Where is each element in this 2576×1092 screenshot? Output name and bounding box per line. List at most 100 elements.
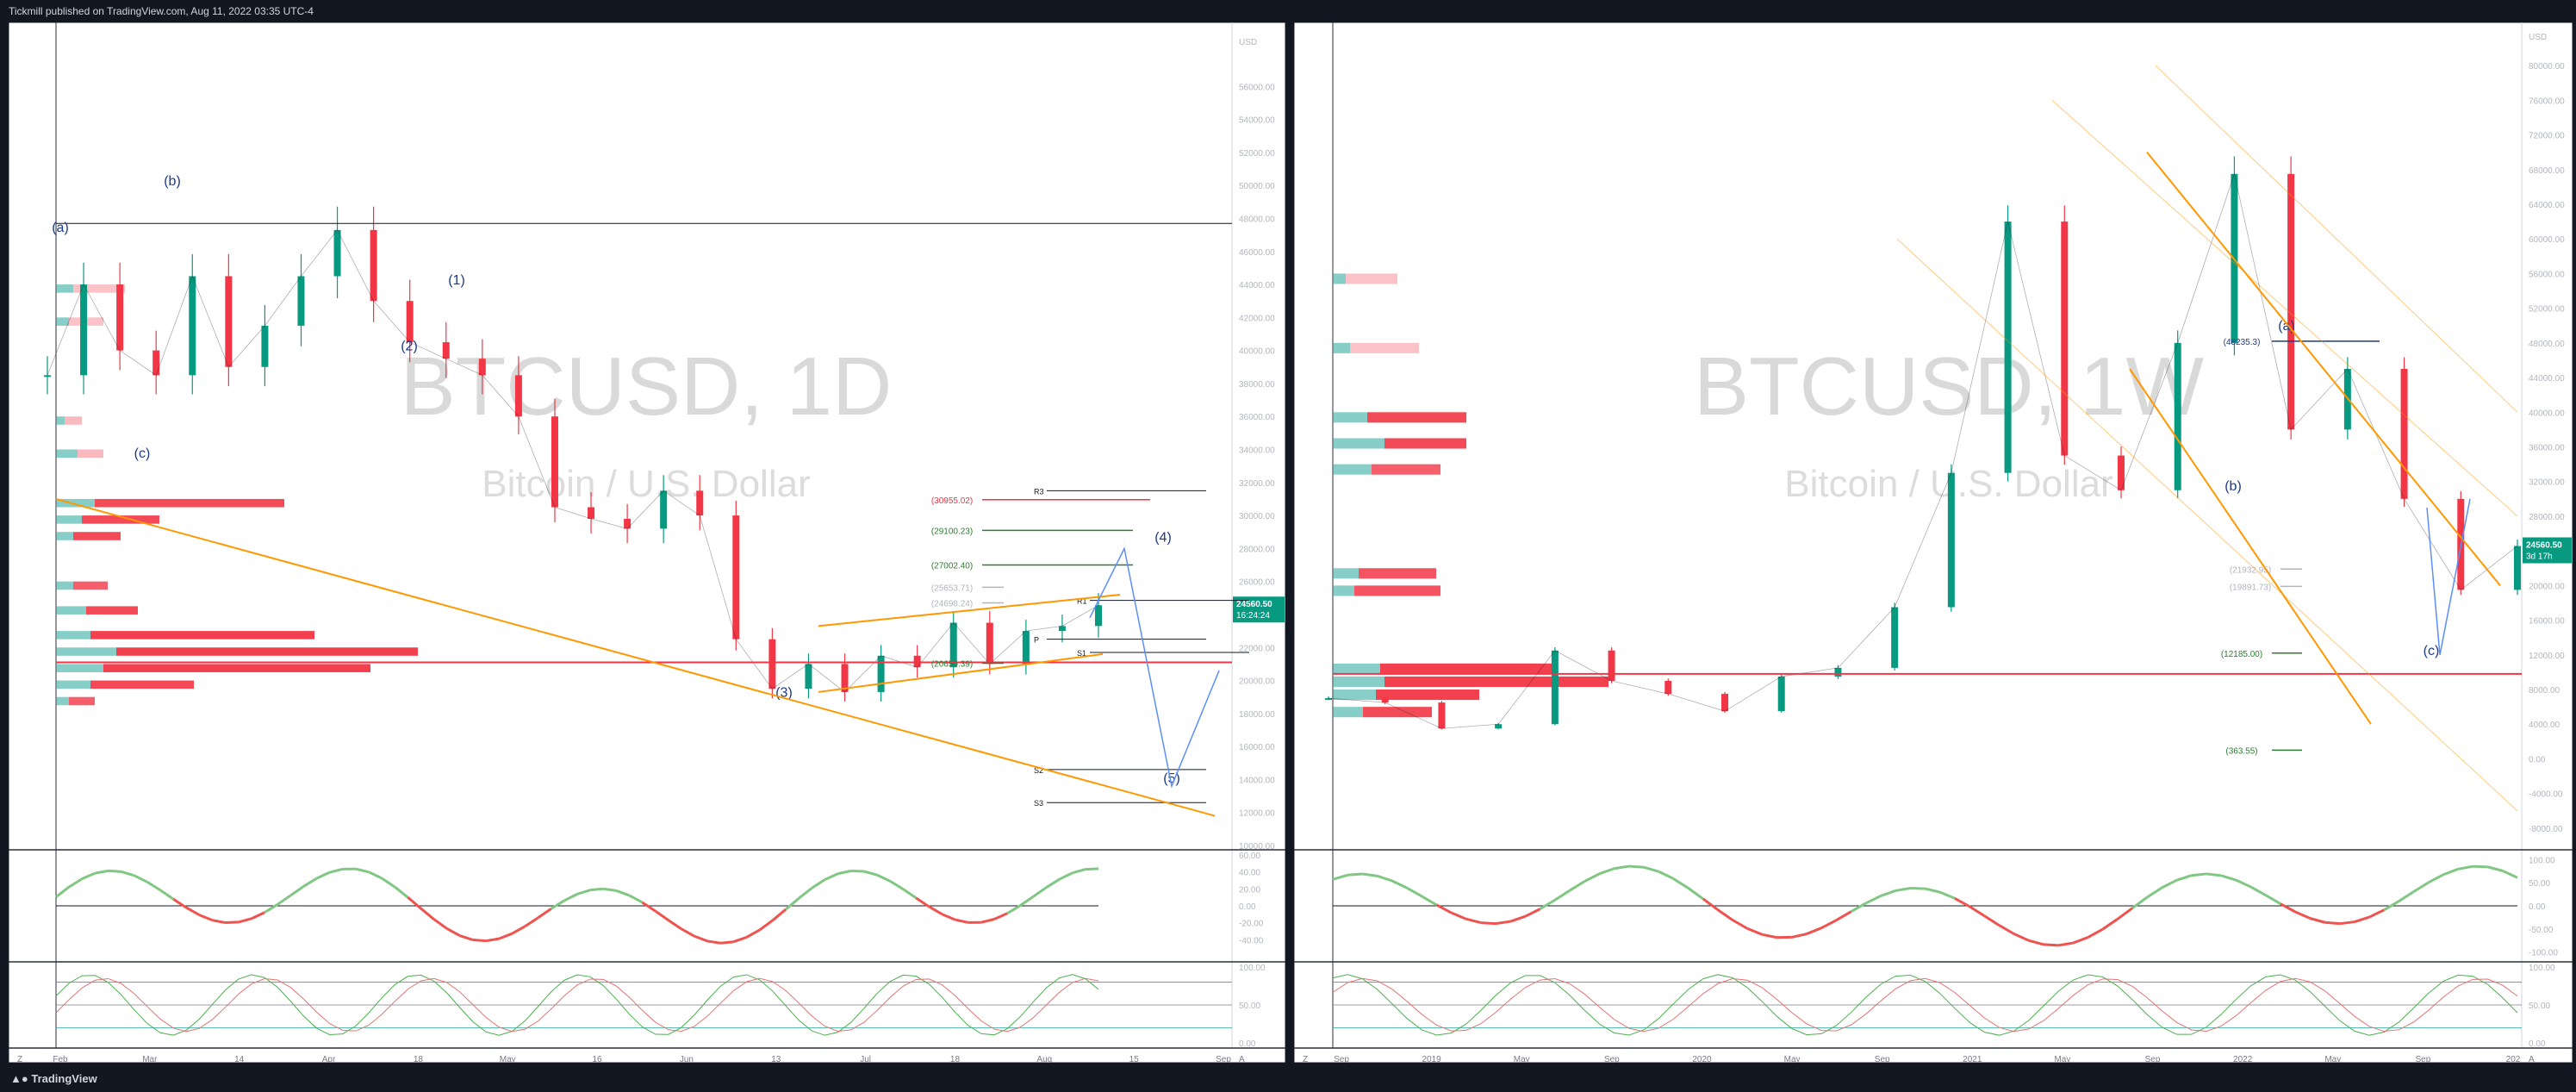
candle-body xyxy=(225,276,233,367)
momentum-segment xyxy=(1791,933,1808,939)
level-label: (12185.00) xyxy=(2221,650,2262,659)
momentum-segment xyxy=(2161,878,2178,889)
volume-profile-bar xyxy=(82,515,159,524)
chart-panel-weekly[interactable]: BTCUSD, 1W Bitcoin / U.S. Dollar USD 80000.… xyxy=(1293,22,2573,1064)
momentum-segment xyxy=(302,877,318,888)
momentum-segment xyxy=(654,909,669,921)
volume-profile-bar xyxy=(95,498,284,508)
volume-profile-bar xyxy=(90,631,314,640)
stoch-k-line xyxy=(55,974,1099,1036)
momentum-segment xyxy=(980,918,995,924)
momentum-segment xyxy=(2206,872,2222,877)
wave-label: (c) xyxy=(134,446,151,461)
momentum-segment xyxy=(1524,908,1541,918)
y-tick-label: 16000.00 xyxy=(2529,617,2565,627)
candle-body xyxy=(442,342,450,359)
momentum-segment xyxy=(941,913,956,921)
watermark-subtitle: Bitcoin / U.S. Dollar xyxy=(482,463,810,505)
momentum-segment xyxy=(1435,903,1453,914)
momentum-segment xyxy=(2412,881,2430,893)
trendline xyxy=(55,497,1216,817)
candle-body xyxy=(660,490,668,529)
countdown-label: 3d 17h xyxy=(2526,552,2553,562)
momentum-segment xyxy=(315,870,331,880)
momentum-segment xyxy=(2294,910,2311,920)
momentum-segment xyxy=(394,885,409,899)
candle-body xyxy=(261,325,269,367)
momentum-segment xyxy=(2324,920,2340,926)
momentum-segment xyxy=(524,916,539,927)
y-tick-label: 12000.00 xyxy=(2529,652,2565,661)
momentum-segment xyxy=(185,906,201,916)
momentum-segment xyxy=(1539,898,1556,910)
momentum-segment xyxy=(1969,905,1986,917)
x-tick-label: Apr xyxy=(322,1055,336,1063)
momentum-segment xyxy=(1032,886,1048,898)
tradingview-logo[interactable]: ▲● TradingView xyxy=(10,1072,97,1085)
volume-profile-bar xyxy=(86,606,138,615)
publish-header: Tickmill published on TradingView.com, A… xyxy=(0,0,2576,22)
momentum-segment xyxy=(264,903,278,914)
candle-body xyxy=(189,276,196,376)
y-tick-label: 28000.00 xyxy=(1239,545,1275,554)
candle-body xyxy=(2061,222,2069,456)
y-tick-label: 26000.00 xyxy=(1239,578,1275,588)
momentum-segment xyxy=(576,889,591,895)
volume-profile-bar xyxy=(1359,568,1436,579)
candle-body xyxy=(152,350,160,376)
momentum-segment xyxy=(628,894,644,904)
candle-body xyxy=(2400,369,2408,499)
momentum-segment xyxy=(2473,864,2488,869)
candle-body xyxy=(551,416,558,508)
chart-svg-daily[interactable]: BTCUSD, 1D Bitcoin / U.S. Dollar USD 56000.… xyxy=(8,22,1286,1064)
volume-profile-bar xyxy=(56,532,73,540)
momentum-segment xyxy=(1820,919,1838,930)
momentum-segment xyxy=(771,908,787,921)
candle-body xyxy=(986,622,993,665)
volume-profile-bar xyxy=(56,581,73,590)
price-label: 24560.50 xyxy=(1236,600,1272,609)
y-tick-label: 46000.00 xyxy=(1239,248,1275,258)
trendline xyxy=(2129,368,2372,725)
candle-body xyxy=(333,229,341,277)
momentum-segment xyxy=(668,919,682,931)
trendline xyxy=(818,652,1104,693)
momentum-segment xyxy=(1998,924,2015,935)
momentum-segment xyxy=(1362,872,1378,877)
volume-profile-bar xyxy=(78,449,103,459)
price-label: 24560.50 xyxy=(2526,541,2562,551)
osc-tick-label: -100.00 xyxy=(2529,949,2558,958)
level-label: (25653.71) xyxy=(931,583,973,593)
momentum-segment xyxy=(2087,927,2104,939)
y-tick-label: 56000.00 xyxy=(1239,83,1275,92)
momentum-segment xyxy=(225,920,239,925)
y-tick-label: 20000.00 xyxy=(1239,677,1275,687)
momentum-segment xyxy=(1672,877,1689,889)
momentum-segment xyxy=(2235,878,2252,889)
momentum-segment xyxy=(2280,902,2296,914)
candle-body xyxy=(1608,650,1615,681)
wave-label: (b) xyxy=(2224,479,2242,494)
momentum-segment xyxy=(1347,872,1363,877)
candle-body xyxy=(2287,173,2295,430)
momentum-segment xyxy=(1983,914,2000,927)
momentum-segment xyxy=(511,925,526,935)
candle-body xyxy=(1381,698,1389,703)
momentum-segment xyxy=(2309,917,2325,924)
osc-tick-label: 50.00 xyxy=(2529,1002,2550,1011)
pivot-label: R1 xyxy=(1077,597,1087,606)
momentum-segment xyxy=(1925,887,1941,894)
volume-profile-bar xyxy=(56,647,116,656)
momentum-segment xyxy=(2265,894,2281,905)
momentum-segment xyxy=(2072,936,2089,945)
x-tick-label: Jun xyxy=(680,1055,694,1063)
footer-bar: ▲● TradingView xyxy=(0,1066,2576,1092)
momentum-segment xyxy=(198,914,214,922)
momentum-segment xyxy=(1509,914,1526,923)
level-label: (363.55) xyxy=(2225,746,2257,756)
momentum-segment xyxy=(2220,874,2237,882)
y-tick-label: 8000.00 xyxy=(2529,686,2560,696)
chart-panel-daily[interactable]: BTCUSD, 1D Bitcoin / U.S. Dollar USD 56000.… xyxy=(8,22,1286,1064)
level-label: (19891.73) xyxy=(2230,583,2271,592)
